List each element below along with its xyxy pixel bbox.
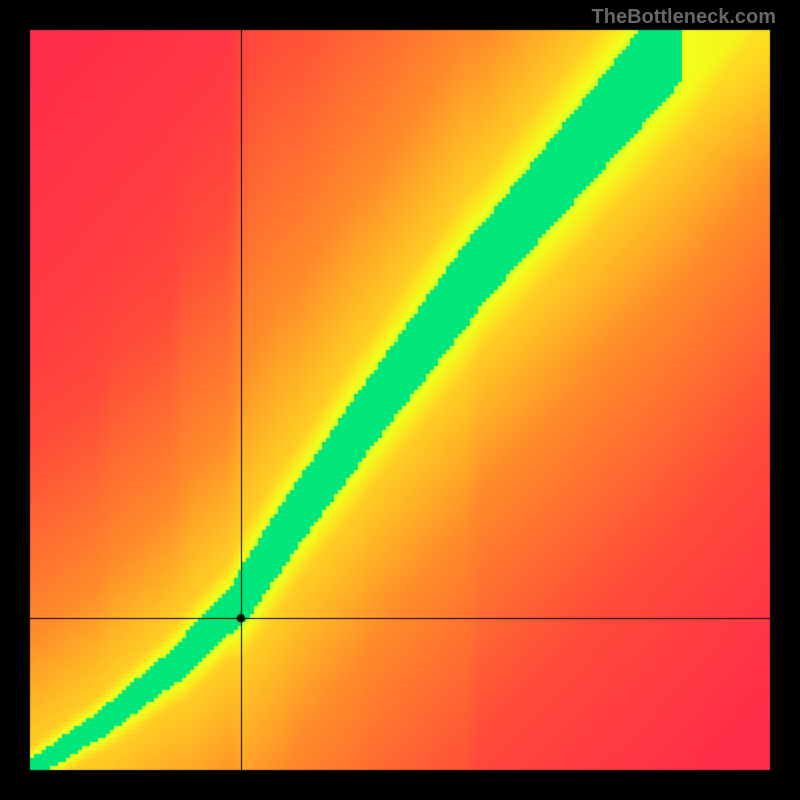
heatmap-canvas bbox=[0, 0, 800, 800]
watermark-text: TheBottleneck.com bbox=[592, 6, 776, 29]
chart-container: TheBottleneck.com bbox=[0, 0, 800, 800]
